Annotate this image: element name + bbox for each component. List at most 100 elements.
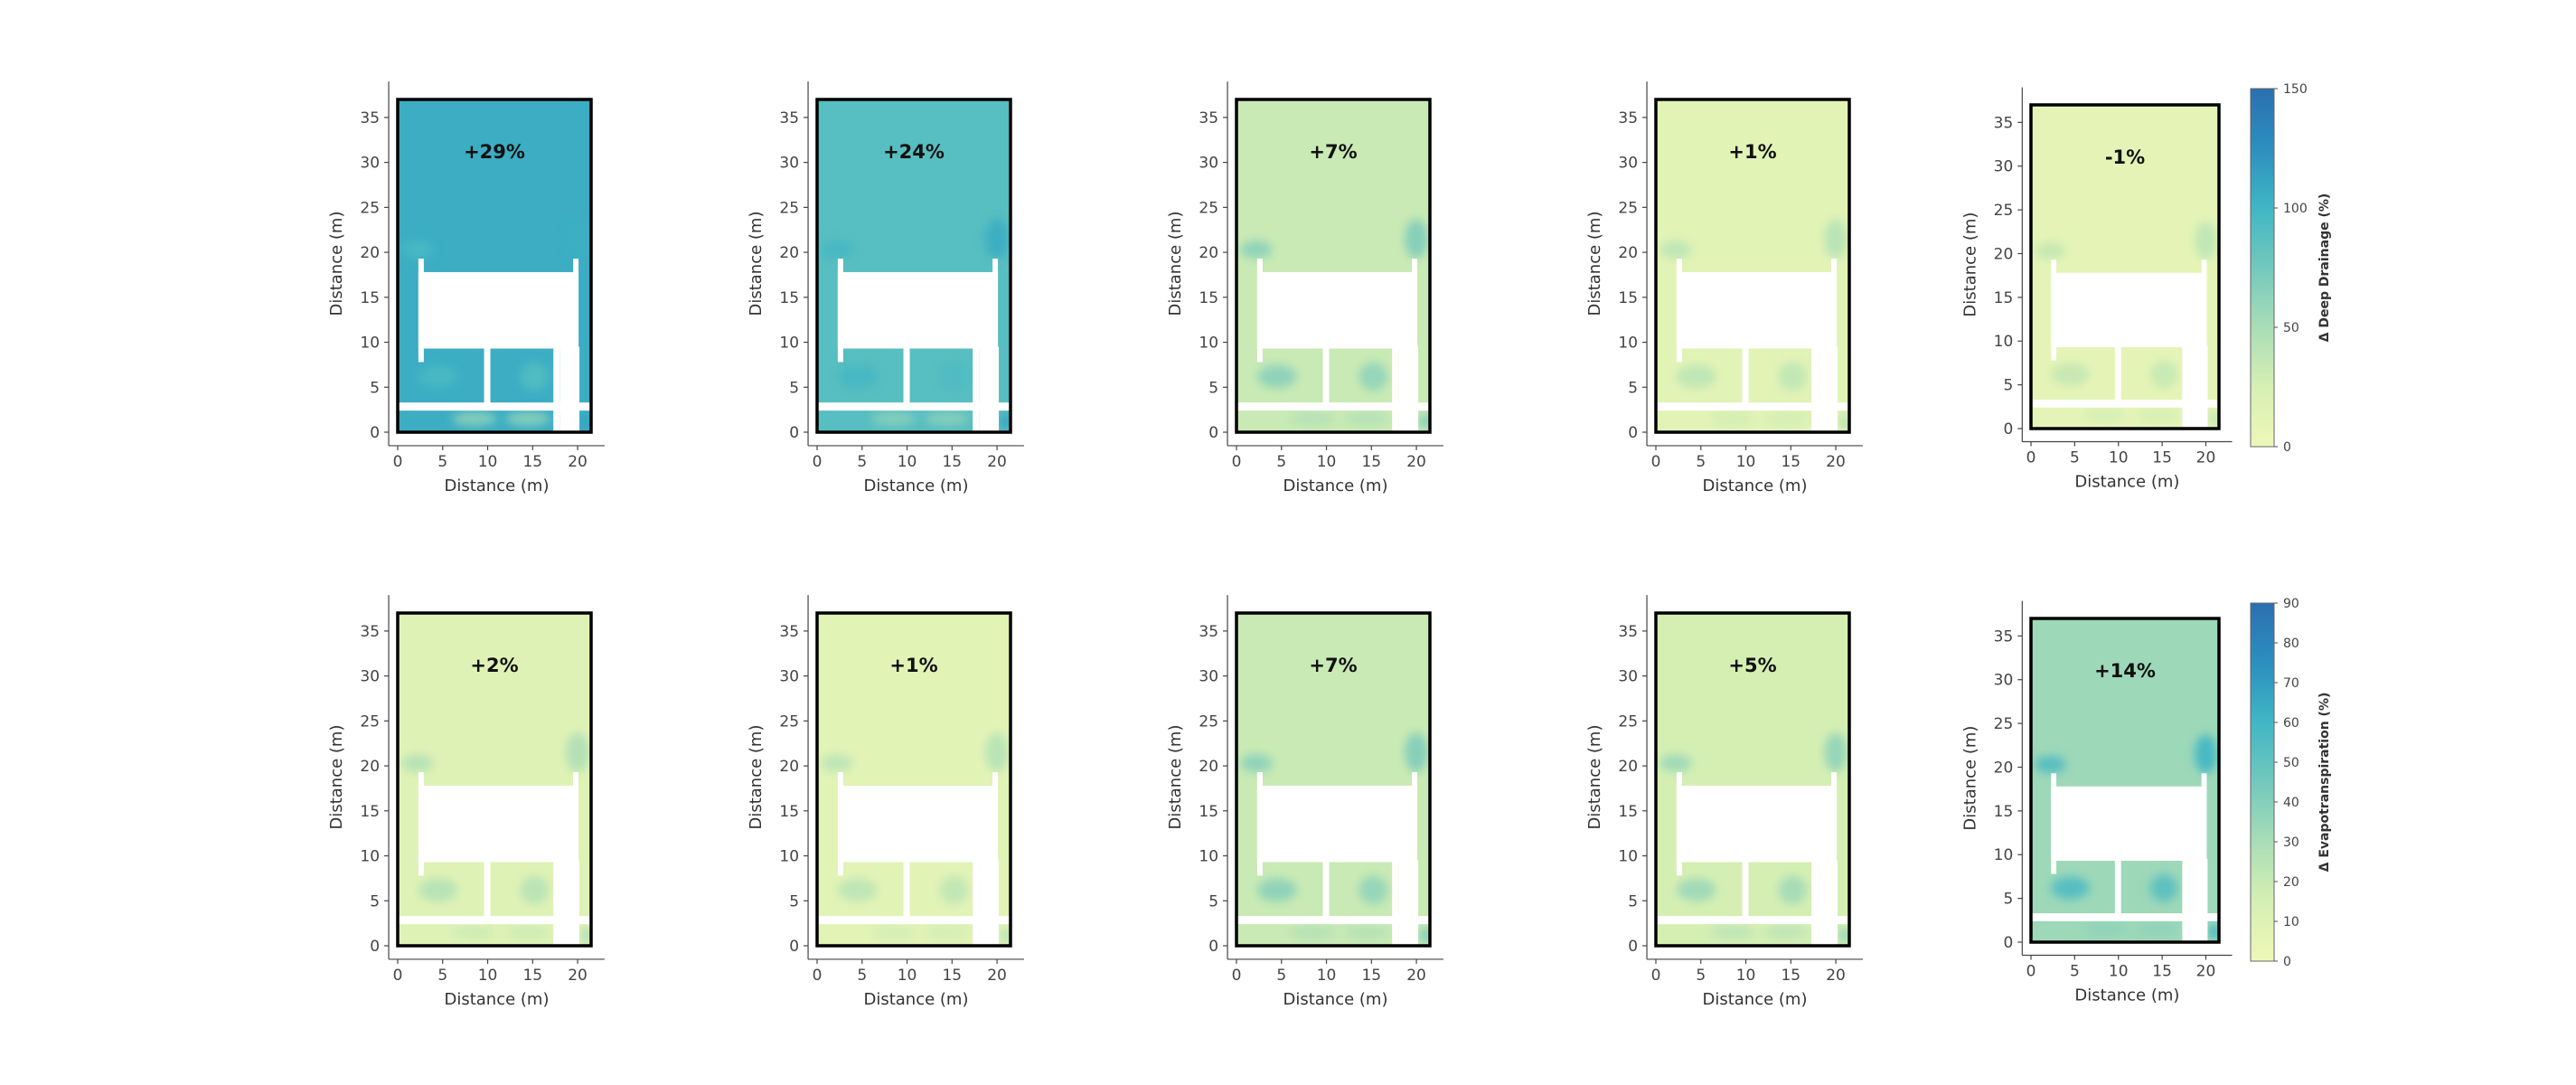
hotspot-cell xyxy=(1290,925,1336,940)
building-footprint xyxy=(1256,271,1418,349)
y-tick-label: 10 xyxy=(1199,848,1218,866)
hotspot-cell xyxy=(505,925,551,940)
y-tick-label: 0 xyxy=(1208,424,1218,442)
hotspot-cell xyxy=(451,925,497,940)
hotspot-cell xyxy=(1405,732,1429,773)
y-tick-label: 0 xyxy=(2003,420,2013,439)
y-tick-label: 10 xyxy=(1618,848,1638,866)
colorbar-2: 0 10 20 30 40 50 60 70 80 90 Δ Evapotranspiration … xyxy=(2250,597,2332,969)
x-tick-label: 5 xyxy=(857,967,867,985)
colorbars-layer: 0 50 100 150 Δ Deep Drainage (%) 0 10 20 30 40 50 6… xyxy=(2250,82,2332,969)
building-footprint xyxy=(837,785,999,863)
panel-r1-c5: 0 5 10 15 20 0 5 10 15 20 25 30 35 Distance (m) Distan… xyxy=(1960,87,2233,492)
panel-percent-label: +7% xyxy=(1309,655,1357,676)
colorbar-gradient xyxy=(2250,88,2275,448)
driveway xyxy=(2188,345,2208,429)
path-right xyxy=(2182,347,2189,429)
y-tick-label: 0 xyxy=(1628,938,1638,956)
y-tick-label: 25 xyxy=(1994,715,2014,733)
x-axis-label: Distance (m) xyxy=(863,476,968,495)
y-tick-label: 30 xyxy=(360,155,380,173)
hotspot-cell xyxy=(1256,878,1297,902)
y-tick-label: 20 xyxy=(1199,758,1218,776)
x-tick-label: 20 xyxy=(987,453,1007,471)
wall-left xyxy=(1676,259,1682,363)
hotspot-cell xyxy=(820,754,853,773)
hotspot-cell xyxy=(1290,411,1336,427)
wall-right xyxy=(1412,259,1418,363)
hotspot-cell xyxy=(520,362,550,392)
colorbar-tick-label: 40 xyxy=(2283,796,2299,810)
y-tick-label: 5 xyxy=(1208,379,1218,397)
x-tick-label: 10 xyxy=(1736,453,1756,471)
y-tick-label: 30 xyxy=(779,155,799,173)
x-tick-label: 5 xyxy=(2070,449,2080,467)
hotspot-cell xyxy=(837,878,878,902)
y-tick-label: 10 xyxy=(779,335,799,353)
colorbar-tick-label: 70 xyxy=(2283,676,2299,691)
path-center xyxy=(1322,348,1330,406)
panel-r1-c3: 0 5 10 15 20 0 5 10 15 20 25 30 35 Distance (m) Distan… xyxy=(1166,81,1443,495)
hotspot-cell xyxy=(1763,925,1810,940)
hotspot-cell xyxy=(520,875,550,905)
panel-percent-label: +1% xyxy=(1728,141,1776,163)
wall-right xyxy=(1831,772,1838,876)
y-tick-label: 35 xyxy=(1994,627,2014,646)
y-tick-label: 0 xyxy=(370,424,380,442)
hotspot-cell xyxy=(2194,734,2218,774)
hotspot-cell xyxy=(925,411,971,427)
x-tick-label: 5 xyxy=(1276,967,1286,985)
x-tick-label: 10 xyxy=(1736,967,1756,985)
hotspot-cell xyxy=(1659,754,1692,773)
x-tick-label: 20 xyxy=(568,967,588,985)
y-tick-label: 0 xyxy=(789,424,799,442)
wall-left xyxy=(2051,259,2057,361)
panel-border xyxy=(1235,611,1432,948)
hotspot-cell xyxy=(2209,923,2219,940)
y-tick-label: 25 xyxy=(779,712,799,731)
hotspot-cell xyxy=(2136,408,2180,423)
x-tick-label: 10 xyxy=(2109,449,2129,467)
hotspot-cell xyxy=(1778,362,1808,392)
panel-percent-label: +1% xyxy=(889,655,937,676)
colorbar-tick-label: 100 xyxy=(2283,202,2308,216)
path-right xyxy=(1811,348,1819,432)
hotspot-cell xyxy=(451,411,497,427)
hotspot-cell xyxy=(418,878,458,902)
hotspot-cell xyxy=(1824,732,1848,773)
y-tick-label: 25 xyxy=(1618,199,1638,217)
hotspot-cell xyxy=(566,219,590,259)
y-tick-label: 15 xyxy=(360,289,380,307)
hotspot-cell xyxy=(985,732,1010,773)
x-tick-label: 5 xyxy=(857,453,867,471)
panel-r2-c5: 0 5 10 15 20 0 5 10 15 20 25 30 35 Distance (m) Distan… xyxy=(1960,600,2233,1005)
path-right xyxy=(553,862,560,946)
y-tick-label: 30 xyxy=(1994,672,2014,690)
y-tick-label: 30 xyxy=(1199,668,1218,686)
panel-percent-label: +24% xyxy=(883,141,945,163)
y-axis-label: Distance (m) xyxy=(1585,725,1604,830)
y-tick-label: 20 xyxy=(1199,244,1218,262)
y-axis-label: Distance (m) xyxy=(1960,212,1979,317)
y-tick-label: 25 xyxy=(1199,712,1218,731)
y-tick-label: 0 xyxy=(789,938,799,956)
colorbar-tick-label: 10 xyxy=(2283,915,2299,929)
x-tick-label: 0 xyxy=(813,453,823,471)
x-tick-label: 10 xyxy=(2109,963,2129,981)
hotspot-cell xyxy=(1420,413,1430,430)
x-tick-label: 0 xyxy=(393,967,403,985)
wall-right xyxy=(573,772,579,876)
wall-right xyxy=(1412,772,1418,876)
y-tick-label: 20 xyxy=(1618,758,1638,776)
y-tick-label: 30 xyxy=(1618,668,1638,686)
path-center xyxy=(1742,862,1749,920)
path-right xyxy=(1811,862,1819,946)
colorbar-gradient xyxy=(2250,602,2275,962)
footpath xyxy=(398,402,591,411)
x-axis-label: Distance (m) xyxy=(444,990,549,1009)
x-tick-label: 10 xyxy=(1317,453,1337,471)
wall-right xyxy=(1831,259,1838,363)
x-tick-label: 15 xyxy=(2152,449,2172,467)
x-tick-label: 0 xyxy=(813,967,823,985)
y-tick-label: 0 xyxy=(1628,424,1638,442)
